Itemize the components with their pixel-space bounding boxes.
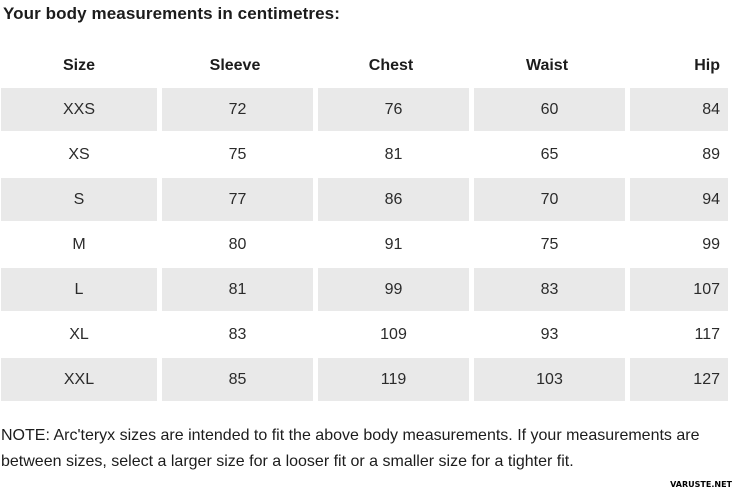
column-header-sleeve: Sleeve [157, 44, 313, 88]
table-row-m: M 80 91 75 99 [1, 223, 728, 268]
cell-size: XL [1, 313, 157, 358]
column-header-chest: Chest [313, 44, 469, 88]
cell-sleeve: 81 [157, 268, 313, 313]
cell-size: M [1, 223, 157, 268]
cell-sleeve: 85 [157, 358, 313, 403]
table-body: XXS 72 76 60 84 XS 75 81 65 89 S 77 86 7… [1, 88, 728, 403]
cell-waist: 70 [469, 178, 625, 223]
cell-size: S [1, 178, 157, 223]
cell-chest: 76 [313, 88, 469, 133]
cell-size: XXS [1, 88, 157, 133]
cell-hip: 107 [625, 268, 728, 313]
table-row-xxl: XXL 85 119 103 127 [1, 358, 728, 403]
cell-size: XXL [1, 358, 157, 403]
table-row-s: S 77 86 70 94 [1, 178, 728, 223]
cell-hip: 89 [625, 133, 728, 178]
cell-chest: 119 [313, 358, 469, 403]
note-text: NOTE: Arc'teryx sizes are intended to fi… [1, 427, 700, 470]
cell-sleeve: 80 [157, 223, 313, 268]
cell-waist: 93 [469, 313, 625, 358]
header-row: Size Sleeve Chest Waist Hip [1, 44, 728, 88]
table-row-xxs: XXS 72 76 60 84 [1, 88, 728, 133]
column-header-size: Size [1, 44, 157, 88]
cell-size: L [1, 268, 157, 313]
column-header-hip: Hip [625, 44, 728, 88]
cell-chest: 109 [313, 313, 469, 358]
cell-waist: 75 [469, 223, 625, 268]
cell-chest: 99 [313, 268, 469, 313]
table-header: Size Sleeve Chest Waist Hip [1, 44, 728, 88]
cell-hip: 127 [625, 358, 728, 403]
cell-waist: 103 [469, 358, 625, 403]
cell-sleeve: 83 [157, 313, 313, 358]
cell-sleeve: 75 [157, 133, 313, 178]
watermark-varuste-net: VARUSTE.NET [670, 480, 732, 489]
cell-waist: 83 [469, 268, 625, 313]
cell-hip: 84 [625, 88, 728, 133]
cell-sleeve: 77 [157, 178, 313, 223]
cell-waist: 60 [469, 88, 625, 133]
cell-size: XS [1, 133, 157, 178]
size-chart-table: Size Sleeve Chest Waist Hip XXS 72 76 60… [1, 44, 728, 403]
table-row-xl: XL 83 109 93 117 [1, 313, 728, 358]
cell-chest: 86 [313, 178, 469, 223]
column-header-waist: Waist [469, 44, 625, 88]
cell-sleeve: 72 [157, 88, 313, 133]
cell-hip: 117 [625, 313, 728, 358]
cell-hip: 94 [625, 178, 728, 223]
table-row-l: L 81 99 83 107 [1, 268, 728, 313]
cell-waist: 65 [469, 133, 625, 178]
cell-hip: 99 [625, 223, 728, 268]
cell-chest: 81 [313, 133, 469, 178]
cell-chest: 91 [313, 223, 469, 268]
table-row-xs: XS 75 81 65 89 [1, 133, 728, 178]
page-title: Your body measurements in centimetres: [3, 4, 340, 23]
